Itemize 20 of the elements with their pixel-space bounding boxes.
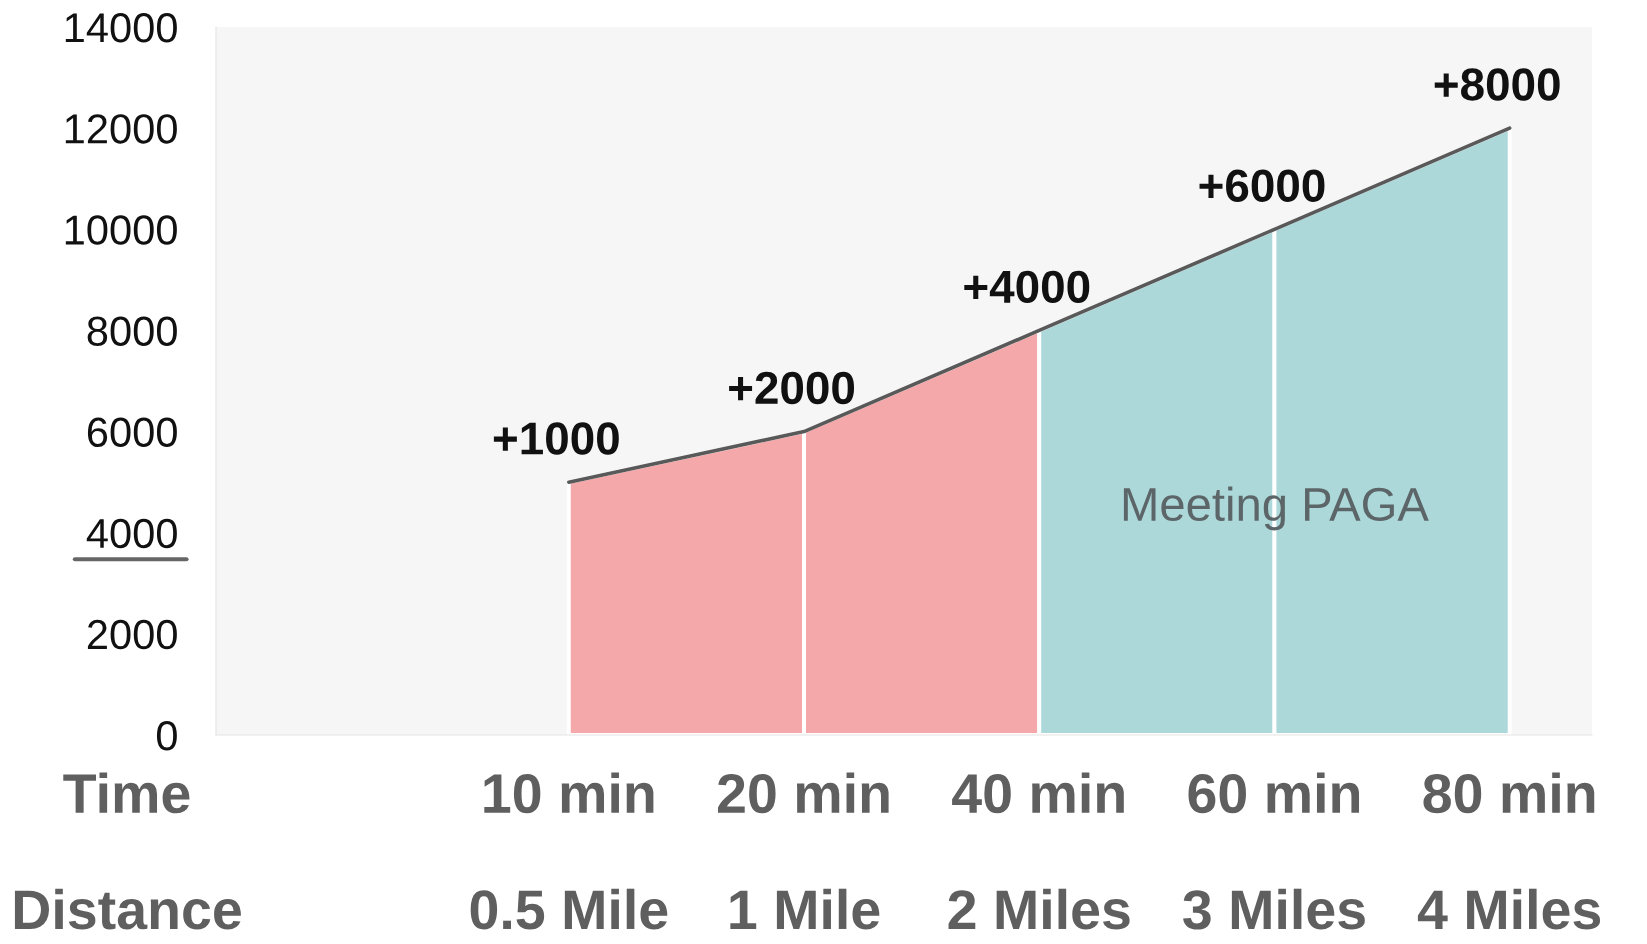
text: Distance xyxy=(14,888,241,930)
annotation: +8000 xyxy=(1434,68,1560,101)
annotation: +2000 xyxy=(729,371,855,405)
category-label: 80 min 4 Miles xyxy=(1417,772,1601,930)
category-label: 10 min 0.5 Mile xyxy=(470,772,668,930)
y-tick-label: 14000 xyxy=(65,13,177,43)
annotation: +4000 xyxy=(964,270,1090,304)
category-label: 40 min 2 Miles xyxy=(948,772,1130,930)
annotation: +6000 xyxy=(1199,169,1325,202)
y-tick-label: 0 xyxy=(156,721,177,751)
y-tick-label: 2000 xyxy=(87,619,177,650)
text: Time xyxy=(63,772,190,814)
y-tick-label: 8000 xyxy=(87,316,177,346)
y-tick-label: 4000 xyxy=(86,518,177,549)
category-label: 60 min 3 Miles xyxy=(1183,772,1365,930)
y-tick-label: 12000 xyxy=(65,114,177,144)
category-label: 20 min 1 Mile xyxy=(717,772,889,930)
annotation: +1000 xyxy=(493,422,619,455)
y-tick-label: 6000 xyxy=(87,417,177,448)
y-tick-label: 10000 xyxy=(65,215,177,245)
